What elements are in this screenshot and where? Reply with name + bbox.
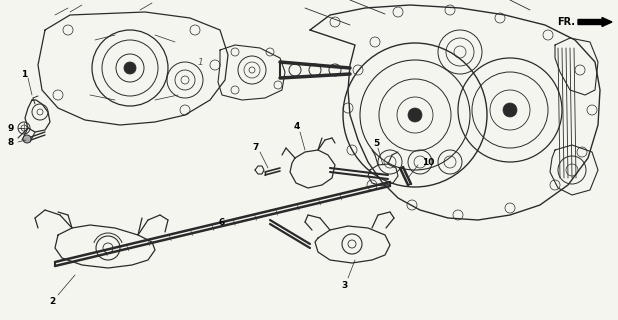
Text: 4: 4 <box>294 122 300 131</box>
Text: 1: 1 <box>21 69 27 78</box>
Circle shape <box>503 103 517 117</box>
Text: 2: 2 <box>49 298 55 307</box>
FancyArrow shape <box>578 18 612 27</box>
Text: 10: 10 <box>422 157 434 166</box>
Text: 1: 1 <box>197 58 203 67</box>
Text: 9: 9 <box>7 124 14 132</box>
Circle shape <box>23 135 31 143</box>
Text: FR.: FR. <box>557 17 575 27</box>
Circle shape <box>408 108 422 122</box>
Text: 6: 6 <box>219 218 225 227</box>
Text: 5: 5 <box>373 139 379 148</box>
Text: 7: 7 <box>253 142 259 151</box>
Text: 8: 8 <box>8 138 14 147</box>
Text: 3: 3 <box>342 281 348 290</box>
Circle shape <box>124 62 136 74</box>
